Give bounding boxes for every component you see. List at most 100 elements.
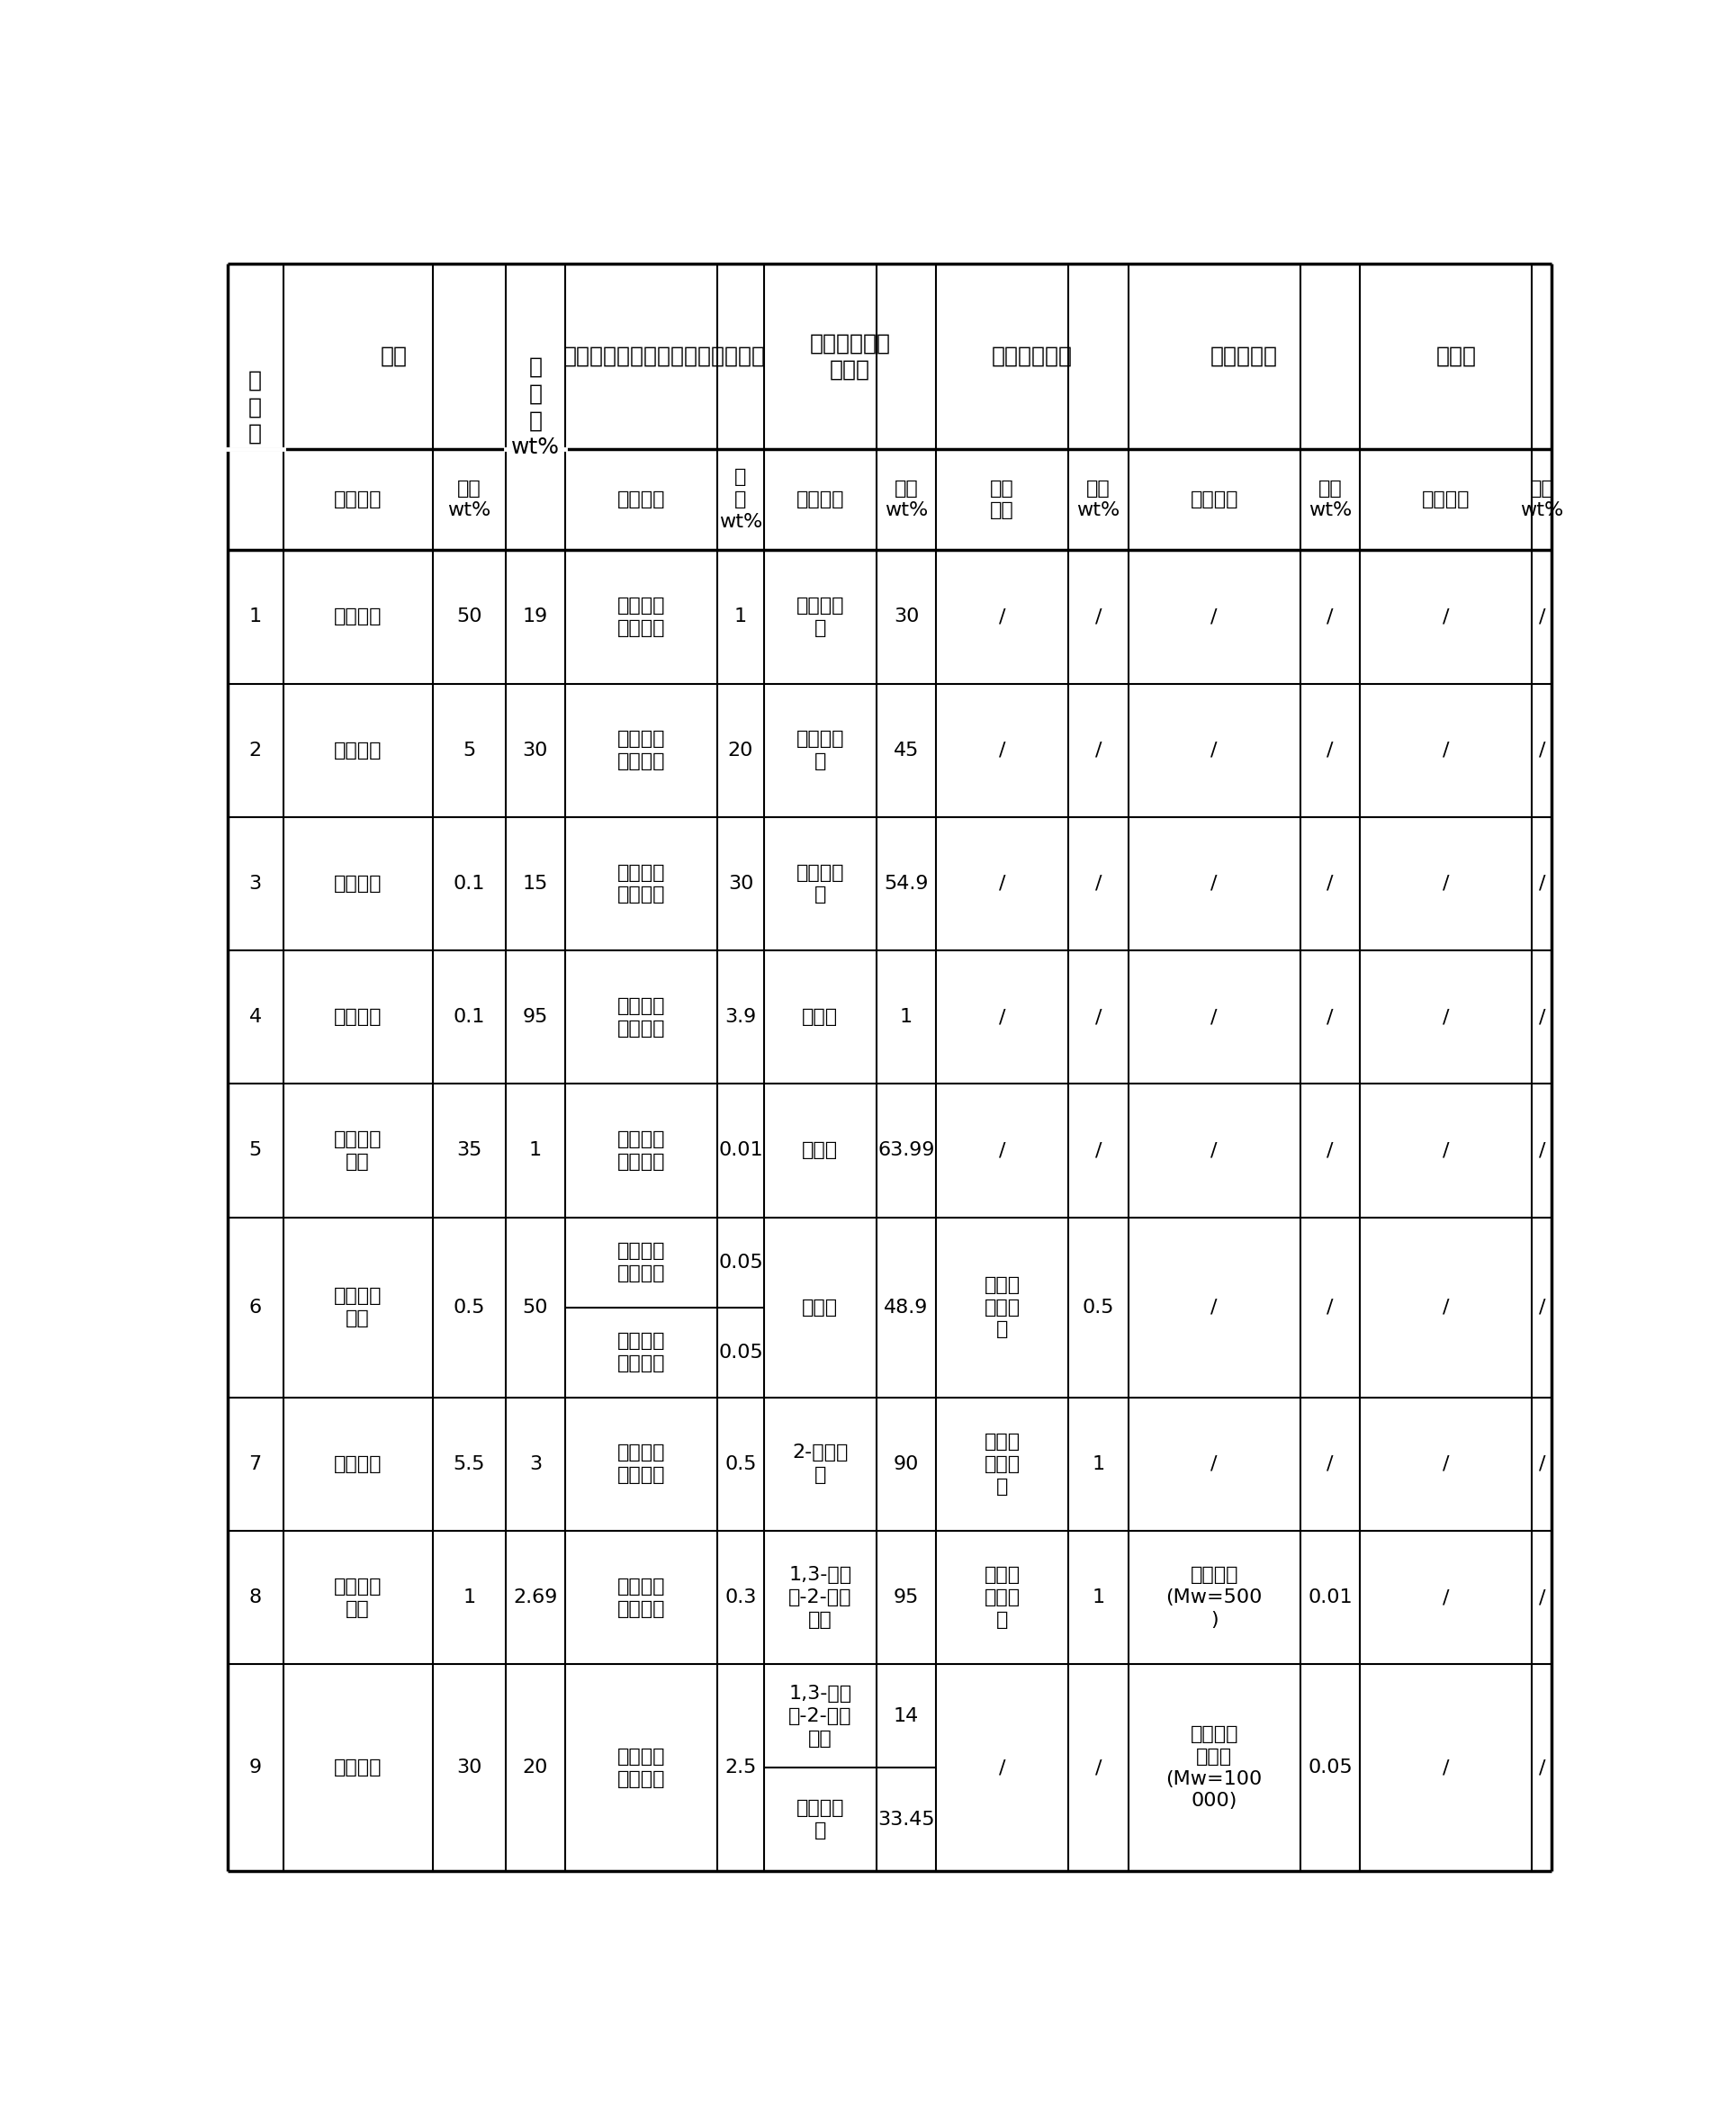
Text: /: / — [1538, 1008, 1545, 1025]
Text: /: / — [998, 875, 1005, 892]
Text: 具体物质: 具体物质 — [1422, 490, 1470, 509]
Text: 三乙醇胺: 三乙醇胺 — [333, 875, 382, 892]
Text: /: / — [1095, 742, 1102, 759]
Text: 1: 1 — [248, 609, 262, 626]
Text: 1: 1 — [464, 1588, 476, 1607]
Text: 30: 30 — [727, 875, 753, 892]
Text: 环己六醇
一磷酸酵: 环己六醇 一磷酸酵 — [618, 596, 665, 636]
Text: 2.5: 2.5 — [724, 1759, 757, 1776]
Text: /: / — [1538, 1454, 1545, 1473]
Text: /: / — [1326, 1142, 1333, 1161]
Text: 0.3: 0.3 — [724, 1588, 757, 1607]
Text: 1,3-二乙
基-2-咋唑
烷锐: 1,3-二乙 基-2-咋唑 烷锐 — [788, 1685, 852, 1748]
Text: /: / — [1443, 1298, 1450, 1317]
Text: 4: 4 — [248, 1008, 262, 1025]
Text: 0.5: 0.5 — [453, 1298, 484, 1317]
Text: 0.5: 0.5 — [1082, 1298, 1115, 1317]
Text: 二乙醇胺: 二乙醇胺 — [333, 742, 382, 759]
Text: 二甲基乙
醇胺: 二甲基乙 醇胺 — [333, 1287, 382, 1328]
Text: 15: 15 — [523, 875, 549, 892]
Text: 聚乙烯醇
(Mw=500
): 聚乙烯醇 (Mw=500 ) — [1167, 1566, 1262, 1630]
Text: 2: 2 — [248, 742, 262, 759]
Text: 表面活性剂: 表面活性剂 — [1210, 347, 1278, 368]
Text: 实
施
例: 实 施 例 — [248, 370, 262, 444]
Text: 54.9: 54.9 — [884, 875, 929, 892]
Text: 3: 3 — [529, 1454, 542, 1473]
Text: 1,3-二甲
基-2-咋唑
烷锐: 1,3-二甲 基-2-咋唑 烷锐 — [788, 1566, 852, 1630]
Text: 具体物质: 具体物质 — [797, 490, 844, 509]
Text: 0.05: 0.05 — [719, 1254, 764, 1271]
Text: 具体
物质: 具体 物质 — [990, 480, 1014, 520]
Text: /: / — [1326, 1454, 1333, 1473]
Text: /: / — [1443, 1142, 1450, 1161]
Text: 1: 1 — [1092, 1454, 1104, 1473]
Text: 环己六醇
三磷酸酵: 环己六醇 三磷酸酵 — [618, 863, 665, 905]
Text: 5: 5 — [464, 742, 476, 759]
Text: /: / — [1326, 742, 1333, 759]
Text: 羟乙基乙
二胺: 羟乙基乙 二胺 — [333, 1577, 382, 1617]
Text: 缓蚀剂: 缓蚀剂 — [1436, 347, 1476, 368]
Text: /: / — [1095, 609, 1102, 626]
Text: 3: 3 — [248, 875, 262, 892]
Text: /: / — [998, 1142, 1005, 1161]
Text: 水
含
量
wt%: 水 含 量 wt% — [510, 355, 559, 459]
Text: 含量
wt%: 含量 wt% — [885, 480, 929, 520]
Text: 19: 19 — [523, 609, 549, 626]
Text: /: / — [1326, 1298, 1333, 1317]
Text: 二乙基亚
砀: 二乙基亚 砀 — [797, 729, 844, 769]
Text: /: / — [1326, 609, 1333, 626]
Text: /: / — [1095, 1142, 1102, 1161]
Text: /: / — [1538, 1588, 1545, 1607]
Text: 8: 8 — [248, 1588, 262, 1607]
Text: 30: 30 — [523, 742, 549, 759]
Text: 2-咋唑烷
锐: 2-咋唑烷 锐 — [792, 1444, 849, 1484]
Text: 甲乙基亚
砀: 甲乙基亚 砀 — [797, 863, 844, 905]
Text: 0.1: 0.1 — [453, 1008, 484, 1025]
Text: /: / — [1443, 609, 1450, 626]
Text: 甲基砀: 甲基砀 — [802, 1008, 838, 1025]
Text: 环己六醇
六磷酸酵: 环己六醇 六磷酸酵 — [618, 1243, 665, 1283]
Text: 一乙醇胺: 一乙醇胺 — [333, 1759, 382, 1776]
Text: 50: 50 — [457, 609, 483, 626]
Text: /: / — [1443, 875, 1450, 892]
Text: 二甘醇胺: 二甘醇胺 — [333, 1454, 382, 1473]
Text: 1: 1 — [899, 1008, 913, 1025]
Text: 90: 90 — [894, 1454, 918, 1473]
Text: /: / — [1443, 1588, 1450, 1607]
Text: 聚乙烯吠
咋酮酮
(Mw=100
000): 聚乙烯吠 咋酮酮 (Mw=100 000) — [1167, 1725, 1262, 1810]
Text: /: / — [1210, 1142, 1217, 1161]
Text: /: / — [1538, 875, 1545, 892]
Text: /: / — [1326, 1008, 1333, 1025]
Text: 环己六醇
五磷酸酵: 环己六醇 五磷酸酵 — [618, 1131, 665, 1171]
Text: 5: 5 — [248, 1142, 262, 1161]
Text: 环己六醇
五磷酸酵: 环己六醇 五磷酸酵 — [618, 1332, 665, 1372]
Text: 含量
wt%: 含量 wt% — [1309, 480, 1352, 520]
Text: /: / — [1326, 875, 1333, 892]
Text: 45: 45 — [894, 742, 918, 759]
Text: /: / — [1095, 1008, 1102, 1025]
Text: 7: 7 — [248, 1454, 262, 1473]
Text: 9: 9 — [248, 1759, 262, 1776]
Text: /: / — [1538, 1759, 1545, 1776]
Text: 环己六醇
三磷酸鑰: 环己六醇 三磷酸鑰 — [618, 1748, 665, 1788]
Text: /: / — [1210, 1298, 1217, 1317]
Text: 具体物质: 具体物质 — [333, 490, 382, 509]
Text: /: / — [1210, 1454, 1217, 1473]
Text: 33.45: 33.45 — [878, 1810, 936, 1829]
Text: /: / — [998, 1008, 1005, 1025]
Text: 季阰氢氧化物: 季阰氢氧化物 — [991, 347, 1073, 368]
Text: /: / — [1538, 742, 1545, 759]
Text: /: / — [998, 742, 1005, 759]
Text: /: / — [1443, 1008, 1450, 1025]
Text: 二甲基亚
砀: 二甲基亚 砀 — [797, 1799, 844, 1839]
Text: 四甲基
氢氧化
鑰: 四甲基 氢氧化 鑰 — [984, 1277, 1021, 1338]
Text: 乙基砀: 乙基砀 — [802, 1142, 838, 1161]
Text: 含
量
wt%: 含 量 wt% — [719, 467, 762, 531]
Text: /: / — [1443, 1759, 1450, 1776]
Text: /: / — [1538, 1298, 1545, 1317]
Text: 环己六醇
二磷酸鑰: 环己六醇 二磷酸鑰 — [618, 1577, 665, 1617]
Text: 含量
wt%: 含量 wt% — [1521, 480, 1564, 520]
Text: 14: 14 — [894, 1706, 918, 1725]
Text: 环己六醇
四磷酸酵: 环己六醇 四磷酸酵 — [618, 998, 665, 1038]
Text: 环己六醇磷酸酵或环己六醇磷酸盐: 环己六醇磷酸酵或环己六醇磷酸盐 — [562, 347, 766, 368]
